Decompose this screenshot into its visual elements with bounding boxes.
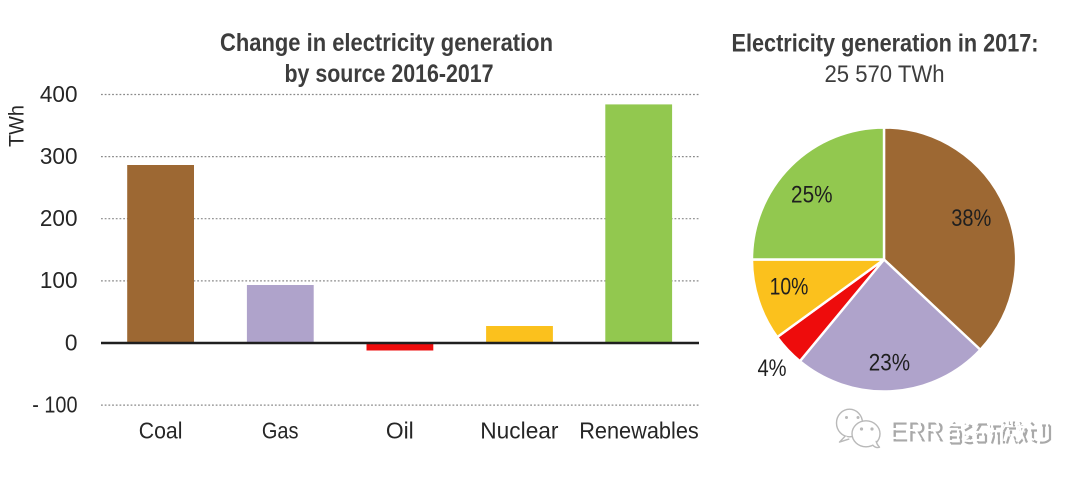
svg-text:Coal: Coal (139, 418, 183, 444)
svg-text:4%: 4% (757, 355, 786, 382)
svg-text:Nuclear: Nuclear (480, 418, 559, 444)
svg-text:Renewables: Renewables (579, 418, 699, 444)
svg-text:Gas: Gas (262, 418, 299, 444)
svg-text:38%: 38% (951, 205, 991, 232)
svg-text:300: 300 (40, 143, 78, 169)
svg-text:Change in electricity generati: Change in electricity generation (220, 29, 553, 57)
svg-text:0: 0 (65, 329, 78, 355)
svg-text:ERR: ERR (888, 414, 941, 445)
svg-text:10%: 10% (770, 274, 809, 301)
svg-text:Electricity generation in 2017: Electricity generation in 2017: (732, 29, 1039, 57)
svg-text:400: 400 (40, 81, 78, 107)
svg-text:23%: 23% (869, 350, 910, 377)
svg-text:25%: 25% (791, 181, 833, 208)
svg-text:by source 2016-2017: by source 2016-2017 (285, 60, 494, 88)
svg-text:Oil: Oil (386, 418, 414, 444)
svg-text:ERR: ERR (892, 417, 945, 448)
svg-text:100: 100 (40, 267, 78, 293)
svg-text:25 570 TWh: 25 570 TWh (825, 61, 945, 88)
svg-text:- 100: - 100 (32, 392, 77, 418)
svg-text:TWh: TWh (6, 105, 29, 147)
svg-text:200: 200 (40, 205, 78, 231)
